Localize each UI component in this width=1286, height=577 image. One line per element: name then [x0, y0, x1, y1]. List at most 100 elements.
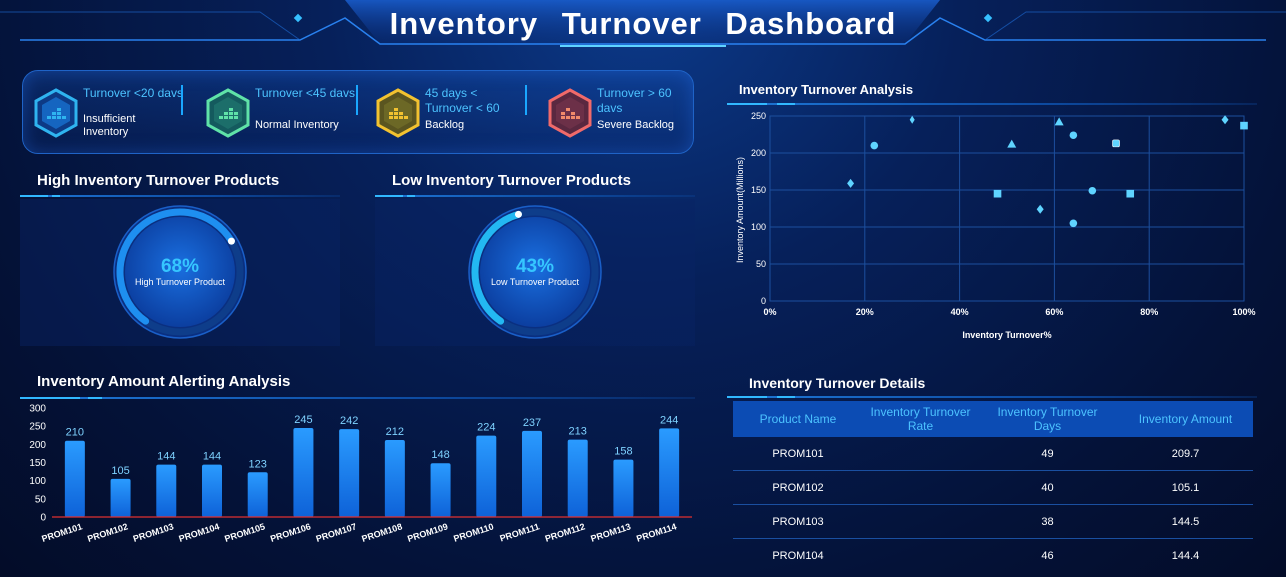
- table-title: Inventory Turnover Details: [749, 375, 926, 391]
- scatter-point[interactable]: [847, 178, 855, 188]
- legend-label: Severe Backlog: [597, 119, 675, 131]
- scatter-point[interactable]: [1054, 117, 1064, 126]
- inventory-turnover-scatter-chart: 0 50 100 150 200 250 0% 20% 40% 60% 80% 100% Inven…: [735, 111, 1256, 340]
- bar-value-label: 123: [249, 458, 267, 470]
- bar-value-label: 242: [340, 415, 358, 427]
- bar-x-tick-label: PROM104: [178, 521, 221, 543]
- bar-chart-title: Inventory Amount Alerting Analysis: [37, 373, 291, 390]
- bar-x-tick-label: PROM106: [269, 521, 312, 543]
- scatter-point[interactable]: [1240, 121, 1248, 130]
- scatter-point[interactable]: [1112, 139, 1120, 148]
- column-header-turnover-days[interactable]: Inventory Turnover Days: [997, 405, 1098, 433]
- cell-inventory-amount: 209.7: [1171, 448, 1200, 460]
- legend-label: Insufficient Inventory: [83, 113, 136, 138]
- legend-range: Turnover <45 davs: [255, 86, 355, 100]
- legend-range: 45 days < Turnover < 60: [425, 86, 500, 115]
- bar-prom107[interactable]: [339, 429, 360, 517]
- bar-y-tick-label: 100: [29, 476, 46, 487]
- scatter-point[interactable]: [1221, 115, 1229, 125]
- legend-item-normal: Turnover <45 davs Normal Inventory: [199, 71, 359, 155]
- dashboard-header: Inventory Turnover Dashboard: [0, 0, 1286, 60]
- column-header-turnover-rate[interactable]: Inventory Turnover Rate: [870, 405, 971, 433]
- cell-product-name: PROM104: [772, 550, 824, 562]
- cell-product-name: PROM101: [772, 448, 824, 460]
- scatter-point[interactable]: [870, 141, 879, 150]
- bar-prom105[interactable]: [247, 472, 268, 517]
- bar-value-label: 144: [203, 451, 221, 463]
- column-header-inventory-amount[interactable]: Inventory Amount: [1138, 412, 1233, 426]
- bar-value-label: 105: [111, 465, 129, 477]
- bar-prom111[interactable]: [522, 430, 542, 517]
- scatter-y-tick-label: 150: [751, 185, 766, 195]
- bar-value-label: 210: [66, 427, 84, 439]
- bar-prom109[interactable]: [430, 463, 451, 517]
- bar-prom112[interactable]: [567, 439, 588, 517]
- cell-turnover-rate: [863, 539, 978, 573]
- scatter-x-axis-label: Inventory Turnover%: [962, 330, 1051, 340]
- bar-prom108[interactable]: [384, 439, 405, 517]
- bar-value-label: 237: [523, 417, 541, 429]
- title-underline: [20, 397, 695, 399]
- bar-y-tick-label: 150: [29, 458, 46, 469]
- bar-prom114[interactable]: [659, 428, 680, 517]
- bar-x-tick-label: PROM110: [452, 521, 495, 543]
- bar-x-tick-label: PROM114: [635, 521, 678, 543]
- table-row[interactable]: PROM102 40 105.1: [733, 471, 1253, 505]
- scatter-y-tick-label: 0: [761, 296, 766, 306]
- bar-x-tick-label: PROM102: [86, 521, 129, 543]
- bar-x-tick-label: PROM111: [499, 521, 541, 543]
- bar-prom106[interactable]: [293, 427, 314, 517]
- scatter-y-tick-label: 200: [751, 148, 766, 158]
- bar-prom110[interactable]: [476, 435, 497, 517]
- bar-x-tick-label: PROM105: [223, 521, 266, 543]
- bar-value-label: 245: [294, 414, 312, 426]
- legend-divider: [525, 85, 527, 115]
- high-turnover-gauge: [113, 205, 247, 339]
- bar-value-label: 148: [431, 449, 449, 461]
- bar-y-tick-label: 0: [40, 513, 46, 524]
- legend-item-backlog: 45 days < Turnover < 60 Backlog: [369, 71, 529, 155]
- scatter-point[interactable]: [1069, 131, 1078, 140]
- scatter-point[interactable]: [909, 115, 915, 124]
- table-row[interactable]: PROM101 49 209.7: [733, 437, 1253, 471]
- bar-y-tick-label: 250: [29, 422, 46, 433]
- title-underline: [20, 195, 340, 197]
- scatter-x-tick-label: 20%: [856, 307, 874, 317]
- high-turnover-panel: 68% High Turnover Product: [20, 199, 340, 346]
- bar-x-tick-label: PROM107: [315, 521, 358, 543]
- scatter-point[interactable]: [993, 189, 1002, 198]
- bar-prom113[interactable]: [613, 459, 634, 517]
- scatter-point[interactable]: [1069, 219, 1078, 228]
- bar-value-label: 213: [569, 426, 587, 438]
- bar-x-tick-label: PROM113: [589, 521, 632, 543]
- scatter-point[interactable]: [1126, 189, 1135, 198]
- scatter-point[interactable]: [1036, 204, 1044, 214]
- title-underline: [727, 396, 1257, 398]
- legend-range: Turnover <20 davs: [83, 86, 183, 100]
- scatter-point[interactable]: [1088, 186, 1097, 195]
- gauge-progress-arc: [116, 208, 235, 325]
- bar-value-label: 244: [660, 414, 678, 426]
- scatter-y-axis-label: Inventory Amount(Millions): [735, 157, 745, 263]
- bar-prom102[interactable]: [110, 478, 131, 517]
- high-turnover-label: High Turnover Product: [134, 277, 226, 287]
- cell-turnover-rate: [863, 437, 978, 471]
- scatter-x-tick-label: 80%: [1140, 307, 1158, 317]
- cell-turnover-rate: [863, 471, 978, 505]
- column-header-product-name[interactable]: Product Name: [759, 412, 837, 426]
- bar-prom103[interactable]: [156, 464, 177, 517]
- low-turnover-gauge: [468, 205, 602, 339]
- table-row[interactable]: PROM104 46 144.4: [733, 539, 1253, 573]
- cell-turnover-rate: [863, 505, 978, 539]
- scatter-point[interactable]: [1007, 139, 1017, 148]
- bar-value-label: 224: [477, 422, 495, 434]
- table-row[interactable]: PROM103 38 144.5: [733, 505, 1253, 539]
- cell-turnover-days: 46: [1041, 550, 1054, 562]
- legend-item-insufficient: Turnover <20 davs Insufficient Inventory: [27, 71, 187, 155]
- bar-prom104[interactable]: [202, 464, 222, 517]
- bar-prom101[interactable]: [64, 440, 85, 517]
- cell-turnover-days: 49: [1041, 448, 1054, 460]
- bar-x-tick-label: PROM109: [406, 521, 449, 543]
- scatter-y-tick-label: 100: [751, 222, 766, 232]
- scatter-y-tick-label: 250: [751, 111, 766, 121]
